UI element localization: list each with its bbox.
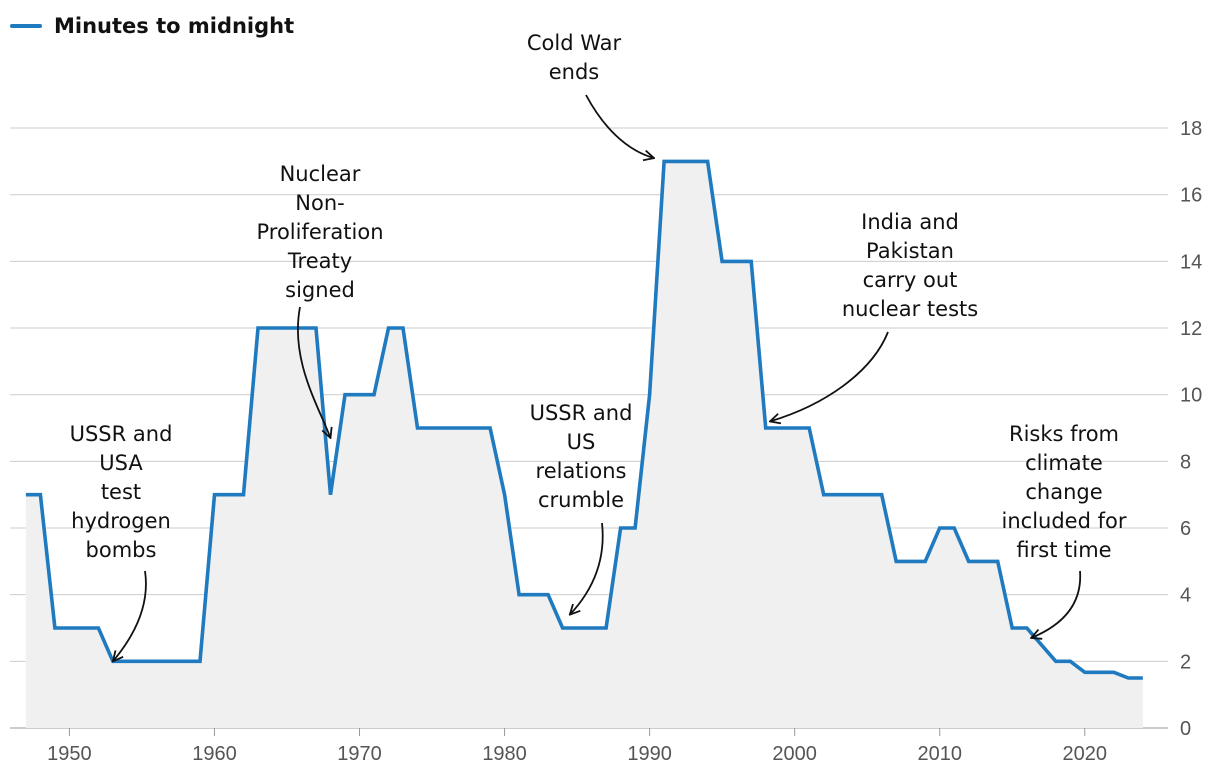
y-tick-label: 8	[1180, 451, 1191, 473]
annotation-text: Cold War ends	[527, 31, 622, 84]
legend-label: Minutes to midnight	[54, 14, 295, 38]
x-tick-label: 1960	[192, 743, 237, 765]
annotation-arrow	[113, 570, 147, 661]
series-line-minutes-to-midnight	[25, 159, 1143, 680]
annotation-line: USA	[99, 451, 143, 475]
y-tick-label: 2	[1180, 651, 1191, 673]
annotation-line: first time	[1016, 538, 1111, 562]
annotation-line: hydrogen	[71, 509, 171, 533]
annotation: Nuclear Non- Proliferation Treaty signed	[256, 162, 384, 438]
annotation-arrow	[570, 522, 604, 615]
x-tick-label: 1970	[337, 743, 382, 765]
y-tick-label: 14	[1180, 251, 1202, 273]
annotation-line: ends	[549, 60, 600, 84]
annotation-line: India and	[861, 210, 959, 234]
annotation-line: included for	[1002, 509, 1127, 533]
annotation: Risks from climate change included for first…	[1002, 422, 1127, 638]
series-line-layer	[25, 159, 1143, 680]
x-tick-label: 2020	[1063, 743, 1108, 765]
annotation-line: Cold War	[527, 31, 622, 55]
annotation-text: USSR and USA test hydrogen bombs	[70, 422, 173, 562]
annotation-line: carry out	[863, 268, 958, 292]
annotation-line: US	[567, 430, 596, 454]
y-tick-label: 0	[1180, 718, 1191, 740]
x-tick-label: 2010	[917, 743, 962, 765]
y-tick-label: 18	[1180, 118, 1202, 140]
area-fill-layer	[25, 161, 1143, 728]
annotation-line: USSR and	[70, 422, 173, 446]
annotation: USSR and US relations crumble	[530, 401, 633, 615]
annotation-text: India and Pakistan carry out nuclear tests	[842, 210, 978, 321]
annotation: India and Pakistan carry out nuclear tests	[770, 210, 978, 421]
annotation-line: signed	[285, 278, 355, 302]
annotation-line: Pakistan	[866, 239, 954, 263]
annotation-line: crumble	[538, 488, 624, 512]
annotation-line: Treaty	[287, 249, 352, 273]
annotation-arrow	[1031, 570, 1082, 638]
annotation-line: Proliferation	[256, 220, 383, 244]
annotation-line: change	[1025, 480, 1102, 504]
annotation-line: relations	[536, 459, 627, 483]
annotation-line: nuclear tests	[842, 297, 978, 321]
x-tick-label: 1990	[627, 743, 672, 765]
legend-swatch	[10, 24, 42, 28]
annotations: USSR and USA test hydrogen bombs Nuclear Non- P…	[70, 31, 1127, 661]
y-tick-label: 12	[1180, 318, 1202, 340]
axes: 0 2 4 6 8 10 12 14 16 18 1950 1960 1970 1980 1990 2000 2…	[47, 118, 1202, 765]
annotation-line: bombs	[86, 538, 157, 562]
annotation-line: test	[101, 480, 141, 504]
x-tick-label: 2000	[772, 743, 817, 765]
y-tick-label: 16	[1180, 185, 1202, 207]
annotation-line: Risks from	[1009, 422, 1119, 446]
annotation: USSR and USA test hydrogen bombs	[70, 422, 173, 661]
y-tick-label: 6	[1180, 518, 1191, 540]
annotation-arrow	[770, 331, 889, 421]
area-fill	[25, 161, 1143, 728]
annotation: Cold War ends	[527, 31, 654, 158]
annotation-line: climate	[1025, 451, 1103, 475]
annotation-line: USSR and	[530, 401, 633, 425]
x-tick-label: 1950	[47, 743, 92, 765]
annotation-arrow	[585, 94, 654, 158]
y-tick-label: 10	[1180, 385, 1202, 407]
y-tick-label: 4	[1180, 585, 1191, 607]
annotation-arrow	[297, 306, 331, 438]
annotation-line: Non-	[295, 191, 344, 215]
x-tick-label: 1980	[482, 743, 527, 765]
legend: Minutes to midnight	[10, 14, 294, 38]
annotation-text: Risks from climate change included for first…	[1002, 422, 1127, 562]
annotation-text: Nuclear Non- Proliferation Treaty signed	[256, 162, 383, 302]
annotation-text: USSR and US relations crumble	[530, 401, 633, 512]
annotation-line: Nuclear	[280, 162, 361, 186]
